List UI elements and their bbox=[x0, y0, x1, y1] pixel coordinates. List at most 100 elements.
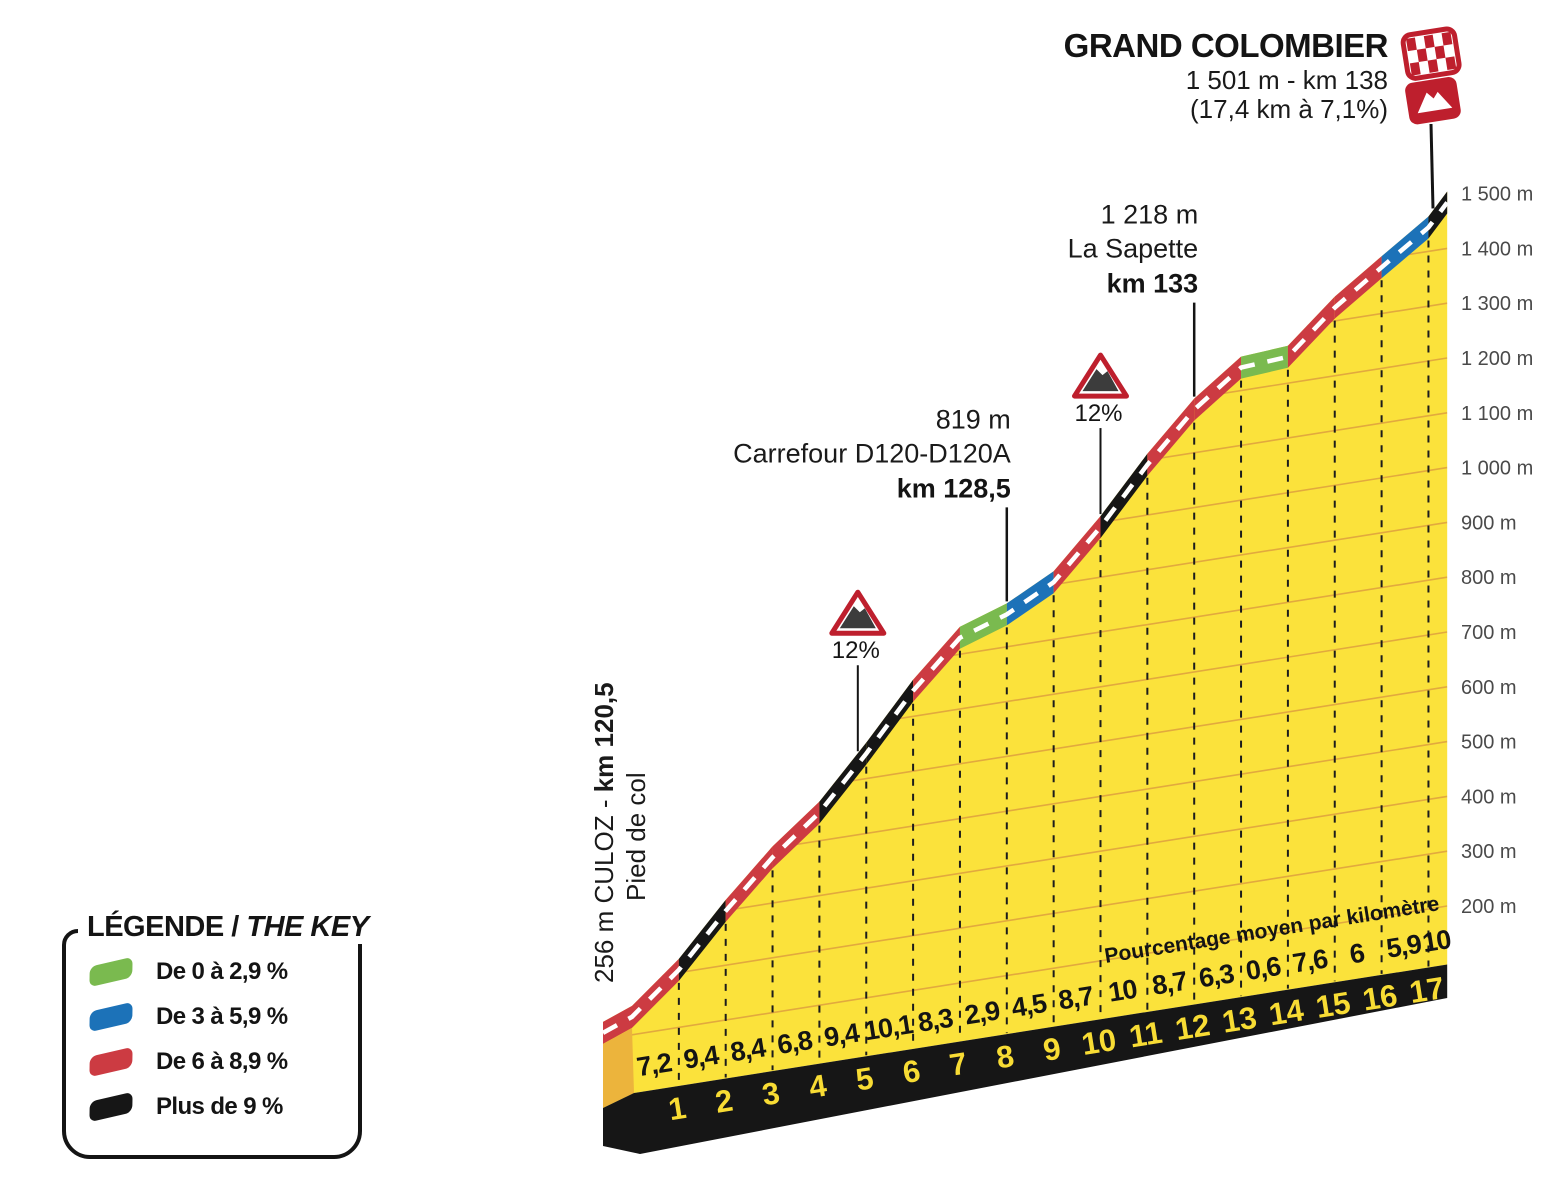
elevation-tick-label: 500 m bbox=[1461, 732, 1517, 754]
summit-stats-label: (17,4 km à 7,1%) bbox=[1190, 94, 1388, 124]
km-tick-label: 2 bbox=[713, 1083, 736, 1120]
elevation-gridline bbox=[603, 192, 1448, 328]
summit-flag-mountain-icon bbox=[1405, 77, 1461, 125]
mass-left-face bbox=[603, 1027, 634, 1108]
elevation-tick-label: 1 500 m bbox=[1461, 184, 1533, 206]
start-label-bold: km 120,5 bbox=[589, 682, 619, 792]
road-segment bbox=[1194, 356, 1242, 421]
mountain-flag-peak bbox=[1417, 91, 1453, 114]
waypoint-km-label: km 133 bbox=[1107, 269, 1199, 299]
km-tick-label: 1 bbox=[666, 1090, 689, 1127]
legend-title-separator: / bbox=[231, 911, 239, 943]
legend-row-green: De 0 à 2,9 % bbox=[82, 949, 358, 994]
summit-flag-checkered-icon bbox=[1400, 26, 1462, 81]
finish-flag-checker bbox=[1406, 37, 1417, 52]
finish-flag-checker bbox=[1434, 45, 1446, 60]
km-tick-label: 14 bbox=[1266, 992, 1306, 1032]
road-segment bbox=[1241, 345, 1288, 379]
legend-title: LÉGENDE / THE KEY bbox=[78, 911, 378, 944]
legend-row-red: De 6 à 8,9 % bbox=[82, 1039, 358, 1084]
km-tick-label: 13 bbox=[1220, 1000, 1260, 1040]
gradient-label: 2,9 bbox=[963, 995, 1003, 1030]
km-tick-label: 11 bbox=[1127, 1015, 1165, 1055]
gradient-label: 8,7 bbox=[1056, 981, 1095, 1016]
finish-flag-checker bbox=[1416, 48, 1428, 62]
hazard-mountain-icon bbox=[1082, 369, 1119, 392]
hazard-mountain-icon bbox=[839, 606, 876, 629]
elevation-gridline bbox=[603, 850, 1448, 986]
gradient-label: 4,5 bbox=[1009, 988, 1049, 1023]
gradient-swatch-blue-icon bbox=[89, 1002, 133, 1031]
legend-label: De 3 à 5,9 % bbox=[156, 1002, 288, 1030]
finish-flag-checker bbox=[1423, 34, 1435, 49]
finish-flag-checker bbox=[1409, 61, 1421, 76]
waypoint-elevation-label: 819 m bbox=[936, 404, 1011, 434]
road-segment bbox=[603, 1005, 632, 1044]
finish-flag-checker bbox=[1441, 31, 1453, 46]
road-segment bbox=[1428, 191, 1448, 239]
gradient-label: 10 bbox=[1420, 924, 1452, 958]
start-label: 256 m CULOZ - km 120,5 bbox=[589, 682, 619, 983]
summit-elevation-label: 1 501 m - km 138 bbox=[1186, 65, 1388, 95]
legend-items: De 0 à 2,9 % De 3 à 5,9 % De 6 à 8,9 % bbox=[66, 933, 358, 1129]
gradient-label: 8,3 bbox=[916, 1003, 956, 1038]
gradient-label: 5,9 bbox=[1384, 929, 1424, 964]
road-centerline bbox=[601, 201, 1449, 1035]
elevation-tick-label: 300 m bbox=[1461, 841, 1517, 863]
km-tick-label: 10 bbox=[1079, 1022, 1119, 1062]
hazard-label: 12% bbox=[1074, 400, 1122, 427]
gradient-label: 6,3 bbox=[1197, 958, 1237, 993]
road-segment bbox=[866, 679, 914, 765]
km-tick-label: 9 bbox=[1041, 1031, 1064, 1068]
km-tick-label: 3 bbox=[760, 1075, 783, 1112]
gradient-label: 6 bbox=[1347, 938, 1367, 970]
elevation-tick-label: 1 300 m bbox=[1461, 293, 1533, 315]
elevation-tick-label: 1 200 m bbox=[1461, 348, 1533, 370]
legend-label: De 6 à 8,9 % bbox=[156, 1047, 288, 1075]
elevation-tick-label: 1 000 m bbox=[1461, 458, 1533, 480]
waypoint-name-label: Carrefour D120-D120A bbox=[733, 438, 1011, 468]
waypoint-elevation-label: 1 218 m bbox=[1101, 200, 1199, 230]
start-sublabel: Pied de col bbox=[621, 772, 651, 901]
legend-title-fr: LÉGENDE bbox=[87, 911, 224, 943]
km-tick-label: 15 bbox=[1313, 985, 1353, 1025]
km-tick-label: 17 bbox=[1407, 970, 1447, 1010]
km-tick-label: 8 bbox=[994, 1038, 1017, 1075]
elevation-tick-label: 700 m bbox=[1461, 622, 1517, 644]
gradient-label: 8,4 bbox=[728, 1032, 768, 1067]
waypoint-km-label: km 128,5 bbox=[897, 473, 1011, 503]
elevation-tick-label: 1 100 m bbox=[1461, 403, 1533, 425]
road-segment bbox=[1147, 398, 1195, 476]
elevation-gridline bbox=[603, 905, 1448, 1041]
legend-title-en: THE KEY bbox=[246, 911, 369, 943]
elevation-tick-label: 900 m bbox=[1461, 512, 1517, 534]
hazard-label: 12% bbox=[832, 637, 880, 664]
gradient-label: 7,2 bbox=[635, 1047, 674, 1082]
summit-pole bbox=[1429, 123, 1435, 209]
legend-row-black: Plus de 9 % bbox=[82, 1084, 358, 1129]
km-tick-label: 4 bbox=[807, 1068, 830, 1105]
finish-flag-checker bbox=[1445, 56, 1457, 71]
gradient-swatch-black-icon bbox=[89, 1092, 133, 1121]
km-tick-label: 12 bbox=[1173, 1007, 1213, 1047]
road-segment bbox=[772, 801, 820, 869]
legend-label: De 0 à 2,9 % bbox=[156, 957, 288, 985]
finish-flag-checker bbox=[1427, 59, 1439, 73]
road-segment bbox=[1287, 296, 1335, 368]
km-band bbox=[603, 964, 1448, 1154]
elevation-tick-label: 400 m bbox=[1461, 786, 1517, 808]
yellow-mass bbox=[603, 191, 1448, 1108]
gradient-label: 0,6 bbox=[1244, 951, 1284, 986]
gradient-label: 9,4 bbox=[822, 1017, 862, 1052]
km-tick-label: 7 bbox=[947, 1045, 970, 1082]
elevation-tick-label: 200 m bbox=[1461, 896, 1517, 918]
start-label-regular: 256 m CULOZ - bbox=[589, 792, 619, 983]
legend: LÉGENDE / THE KEY De 0 à 2,9 % De 3 à 5,… bbox=[62, 911, 378, 1159]
km-tick-label: 16 bbox=[1360, 978, 1400, 1018]
gradient-label: 9,4 bbox=[681, 1040, 721, 1075]
road-segment bbox=[678, 899, 726, 981]
gradient-swatch-red-icon bbox=[89, 1047, 133, 1076]
gradient-swatch-green-icon bbox=[89, 957, 133, 986]
elevation-tick-label: 1 400 m bbox=[1461, 238, 1533, 260]
